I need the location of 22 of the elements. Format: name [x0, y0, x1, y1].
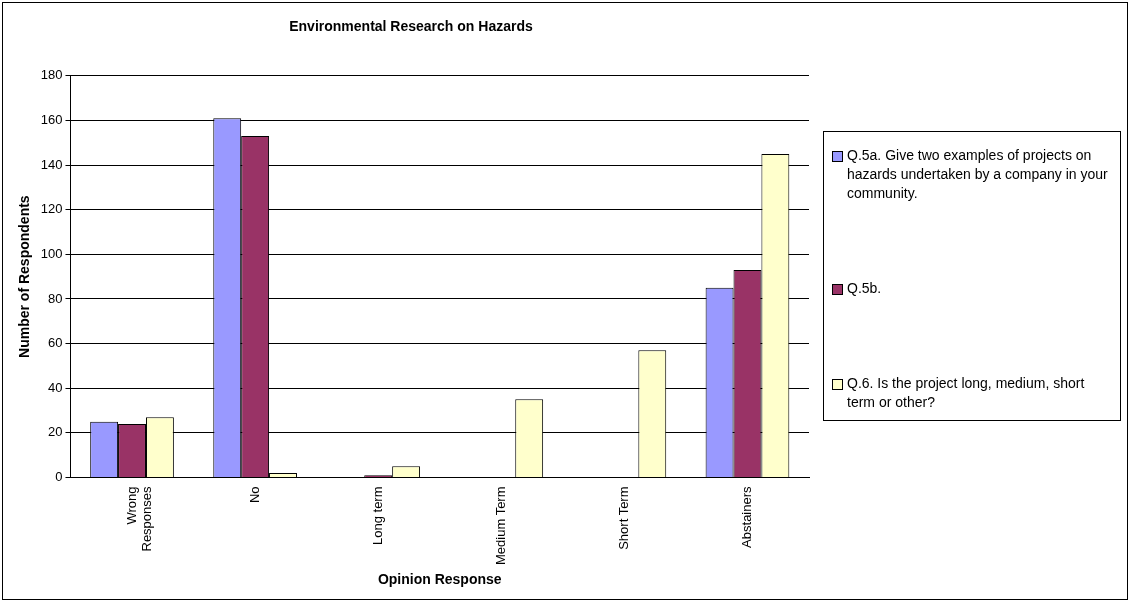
x-tick-label: Short Term [615, 486, 631, 550]
x-axis-title: Opinion Response [377, 571, 502, 588]
y-tick-label: 140 [40, 156, 63, 172]
legend-label: Q.5b. [847, 279, 882, 298]
x-tick-label: Wrong Responses [123, 485, 155, 552]
y-tick-label: 100 [40, 245, 63, 261]
y-tick-label: 20 [48, 424, 63, 440]
legend-label: Q.6. Is the project long, medium, short term or other? [847, 374, 1086, 412]
x-tick-label: No [246, 486, 262, 504]
y-tick-label: 80 [48, 290, 63, 306]
legend-label: Q.5a. Give two examples of projects on hazards undertaken by a company in your community. [847, 146, 1109, 203]
x-tick-label: Medium Term [492, 486, 508, 565]
chart-title: Environmental Research on Hazards [289, 18, 533, 35]
y-tick-label: 60 [48, 335, 63, 351]
y-tick-label: 180 [40, 67, 63, 83]
y-tick-label: 160 [40, 112, 63, 128]
x-tick-label: Long term [369, 486, 385, 546]
x-tick-label: Abstainers [739, 485, 755, 548]
y-tick-label: 120 [40, 201, 63, 217]
y-axis-title: Number of Respondents [16, 195, 33, 358]
y-tick-label: 40 [48, 379, 63, 395]
y-tick-label: 0 [55, 469, 63, 485]
